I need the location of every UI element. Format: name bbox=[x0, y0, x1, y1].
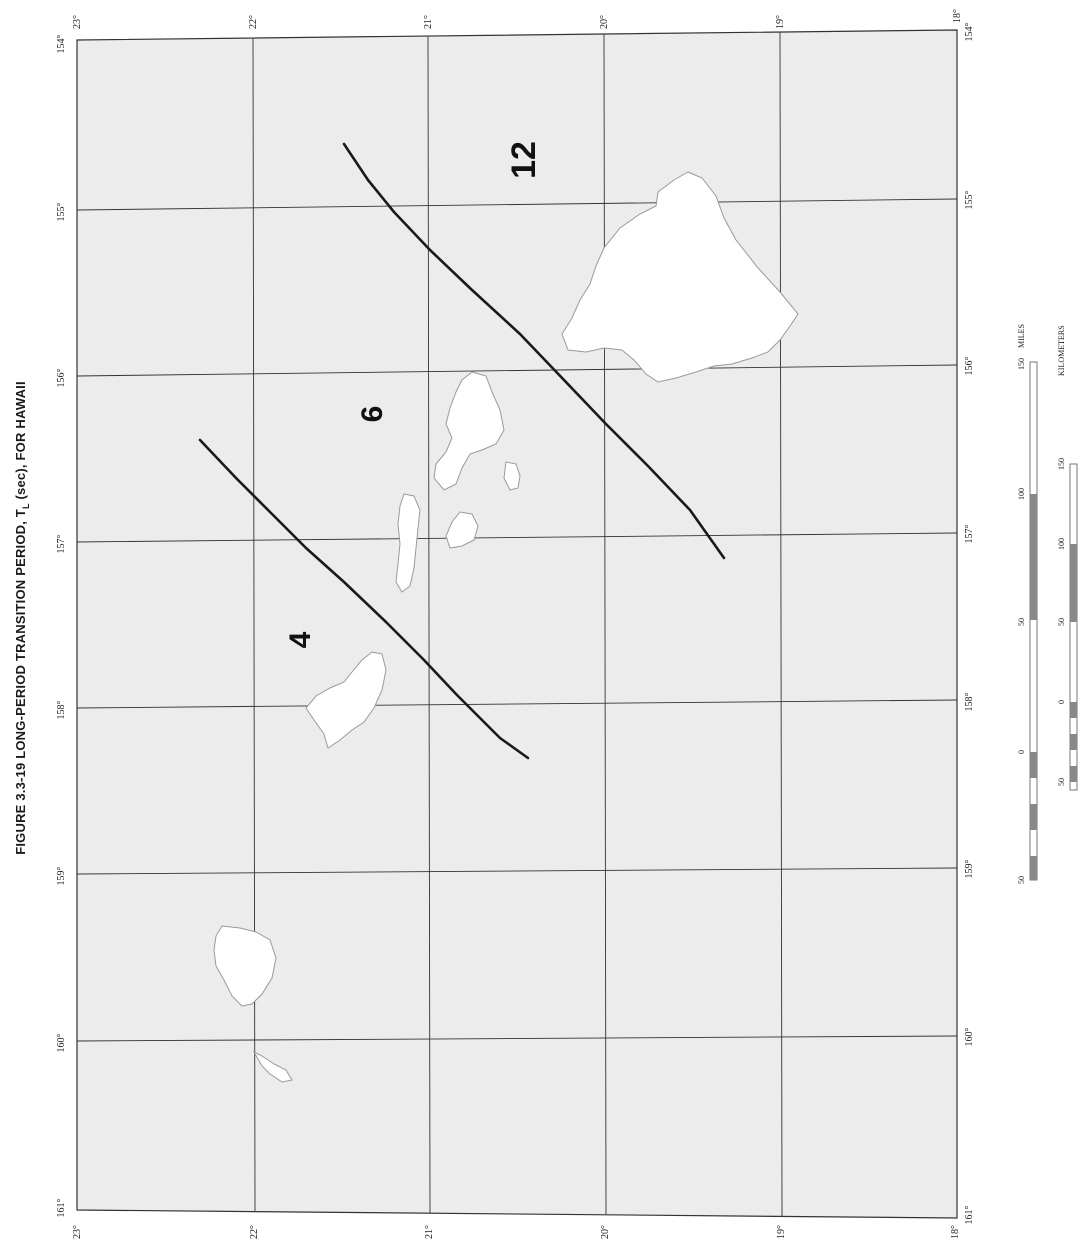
lon-label-left-157: 157° bbox=[56, 535, 67, 554]
scale-miles-tick: 50 bbox=[1017, 876, 1026, 884]
longitude-labels-left: 154° 155° 156° 157° 158° 159° 160° 161° bbox=[56, 35, 67, 1218]
scale-bar-miles: MILES 50 0 50 100 150 bbox=[1017, 324, 1038, 884]
scale-bar-miles-segment bbox=[1030, 752, 1037, 778]
contour-12-6-boundary bbox=[342, 142, 726, 560]
latitude-labels-top: 23° 22° 21° 20° 19° 18° bbox=[72, 9, 963, 29]
latitude-gridlines bbox=[252, 31, 783, 1217]
lon-label-left-160: 160° bbox=[56, 1034, 67, 1053]
gridline-159 bbox=[76, 867, 958, 875]
lat-label-top-19: 19° bbox=[775, 15, 786, 29]
contour-labels: 12 6 4 bbox=[284, 141, 543, 648]
lat-label-top-21: 21° bbox=[423, 15, 434, 29]
lat-label-top-22: 22° bbox=[248, 15, 259, 29]
gridline-20 bbox=[603, 33, 607, 1215]
lon-label-left-156: 156° bbox=[56, 369, 67, 388]
lon-label-right-157: 157° bbox=[964, 525, 975, 544]
island-molokai bbox=[395, 493, 421, 593]
contour-label-4: 4 bbox=[284, 631, 317, 648]
scale-km-tick: 0 bbox=[1057, 700, 1066, 704]
scale-km-tick: 100 bbox=[1057, 538, 1066, 550]
contour-label-12: 12 bbox=[505, 141, 543, 179]
lat-label-top-18: 18° bbox=[952, 9, 963, 23]
longitude-labels-right: 154° 155° 156° 157° 158° 159° 160° 161° bbox=[964, 23, 975, 1225]
lat-label-bottom-21: 21° bbox=[424, 1225, 435, 1239]
lon-label-left-159: 159° bbox=[56, 867, 67, 886]
scale-miles-tick: 150 bbox=[1017, 358, 1026, 370]
gridline-160 bbox=[76, 1035, 958, 1042]
contour-6-4-boundary bbox=[198, 438, 530, 760]
lon-label-right-159: 159° bbox=[964, 860, 975, 879]
gridline-19 bbox=[779, 31, 783, 1217]
contour-label-6: 6 bbox=[356, 406, 389, 423]
lon-label-left-158: 158° bbox=[56, 701, 67, 720]
lat-label-bottom-18: 18° bbox=[950, 1225, 961, 1239]
scale-bar-miles-segment bbox=[1030, 804, 1037, 830]
gridline-157 bbox=[76, 532, 958, 543]
island-maui bbox=[433, 371, 505, 491]
lat-label-bottom-20: 20° bbox=[600, 1225, 611, 1239]
scale-bar-km-segment bbox=[1070, 766, 1077, 782]
island-hawaii bbox=[561, 171, 799, 383]
scale-miles-tick: 100 bbox=[1017, 488, 1026, 500]
gridline-158 bbox=[76, 699, 958, 709]
scale-miles-tick: 0 bbox=[1017, 750, 1026, 754]
gridline-21 bbox=[427, 35, 431, 1214]
scale-km-tick: 150 bbox=[1057, 458, 1066, 470]
scale-bar-miles-segment bbox=[1030, 494, 1037, 620]
scale-bar-km-frame bbox=[1069, 463, 1078, 791]
contour-lines bbox=[198, 142, 726, 760]
island-oahu bbox=[305, 651, 387, 749]
scale-bar-miles-frame bbox=[1029, 361, 1038, 881]
lon-label-left-154: 154° bbox=[56, 35, 67, 54]
gridline-155 bbox=[76, 198, 958, 211]
island-niihau bbox=[252, 1050, 293, 1083]
lat-label-bottom-19: 19° bbox=[776, 1225, 787, 1239]
lat-label-bottom-22: 22° bbox=[249, 1225, 260, 1239]
scale-km-unit: KILOMETERS bbox=[1057, 325, 1066, 376]
lon-label-right-155: 155° bbox=[964, 191, 975, 210]
scale-km-tick: 50 bbox=[1057, 618, 1066, 626]
scale-miles-unit: MILES bbox=[1017, 324, 1026, 348]
lon-label-right-161: 161° bbox=[964, 1206, 975, 1225]
scale-km-tick: 50 bbox=[1057, 778, 1066, 786]
lat-label-top-23: 23° bbox=[72, 15, 83, 29]
gridline-156 bbox=[76, 364, 958, 377]
scale-miles-tick: 50 bbox=[1017, 618, 1026, 626]
lon-label-right-158: 158° bbox=[964, 693, 975, 712]
lon-label-right-156: 156° bbox=[964, 357, 975, 376]
lon-label-right-154: 154° bbox=[964, 23, 975, 42]
scale-bar-miles-segment bbox=[1030, 856, 1037, 880]
scale-bar-kilometers: KILOMETERS 50 0 50 100 150 bbox=[1057, 325, 1078, 791]
latitude-labels-bottom: 23° 22° 21° 20° 19° 18° bbox=[72, 1225, 961, 1239]
gridline-22 bbox=[252, 37, 256, 1213]
longitude-gridlines bbox=[76, 198, 958, 1042]
scale-bar-km-segment bbox=[1070, 734, 1077, 750]
lat-label-bottom-23: 23° bbox=[72, 1225, 83, 1239]
island-lanai bbox=[445, 511, 479, 549]
scale-bar-km-segment bbox=[1070, 702, 1077, 718]
lon-label-right-160: 160° bbox=[964, 1028, 975, 1047]
scale-bar-km-segment bbox=[1070, 544, 1077, 622]
islands bbox=[213, 171, 799, 1083]
island-kauai bbox=[213, 925, 277, 1007]
island-kahoolawe bbox=[503, 461, 521, 491]
lon-label-left-155: 155° bbox=[56, 203, 67, 222]
lat-label-top-20: 20° bbox=[599, 15, 610, 29]
lon-label-left-161: 161° bbox=[56, 1199, 67, 1218]
